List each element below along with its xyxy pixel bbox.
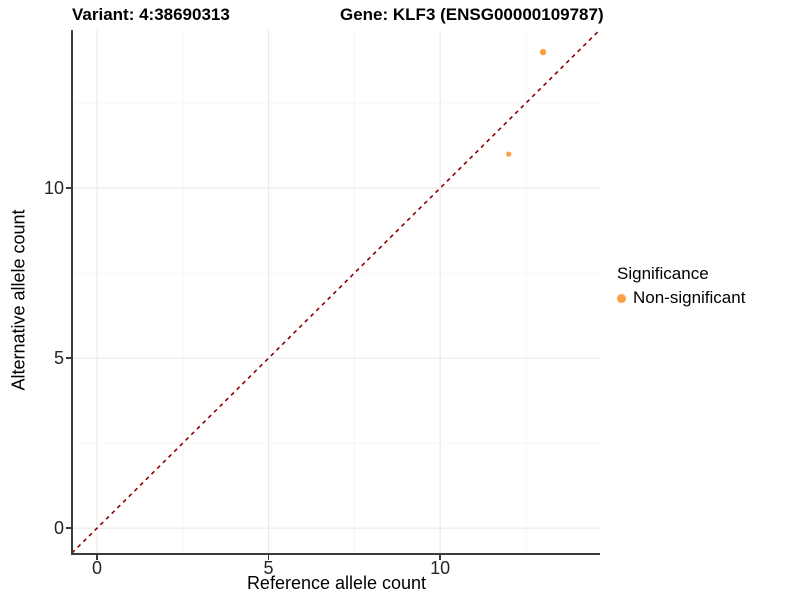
legend-title: Significance — [617, 264, 709, 283]
y-tick-mark — [66, 527, 71, 529]
gene-title: Gene: KLF3 (ENSG00000109787) — [340, 5, 604, 24]
x-tick-label: 0 — [92, 558, 103, 578]
plot-panel — [71, 30, 600, 555]
data-point — [539, 48, 547, 56]
x-tick-mark — [267, 555, 270, 560]
y-tick-mark — [66, 357, 71, 359]
x-tick-label: 10 — [430, 558, 451, 578]
y-tick-mark — [66, 187, 71, 189]
y-tick-label: 10 — [43, 178, 64, 199]
legend-point-icon — [617, 293, 626, 303]
plot-panel-svg — [73, 30, 600, 553]
x-axis-title: Reference allele count — [246, 573, 427, 593]
x-tick-mark — [439, 555, 441, 560]
x-tick-mark — [96, 555, 98, 560]
x-tick-label: 5 — [263, 558, 274, 578]
legend-item-label: Non-significant — [633, 288, 746, 307]
legend: Significance Non-significant — [617, 264, 745, 308]
y-tick-label: 5 — [53, 348, 64, 369]
variant-title: Variant: 4:38690313 — [72, 5, 230, 24]
y-tick-label: 0 — [53, 518, 64, 539]
data-point — [506, 151, 512, 157]
identity-dashed-line — [73, 30, 600, 553]
legend-item-non-significant: Non-significant — [617, 288, 745, 308]
